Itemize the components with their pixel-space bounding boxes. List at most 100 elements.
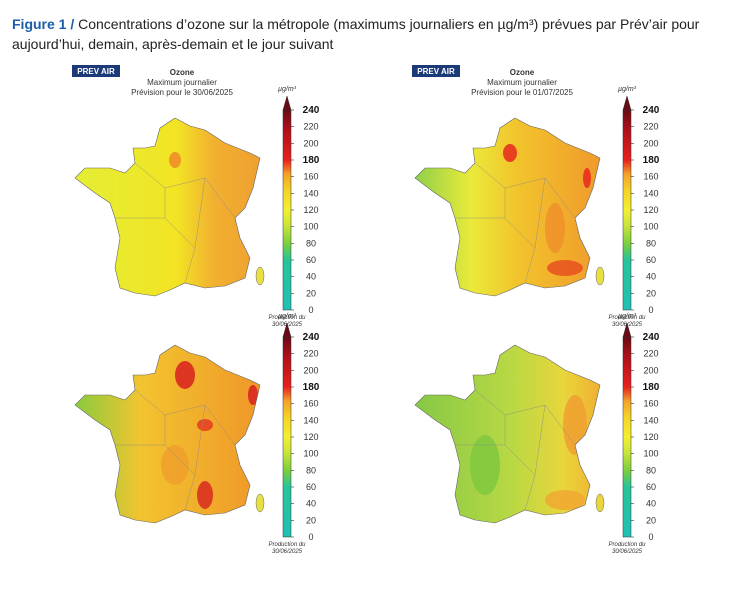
territory (415, 345, 600, 523)
colorbar-tick-label: 120 (303, 432, 318, 442)
hotspot (197, 481, 213, 509)
colorbar-tick-label: 180 (643, 155, 660, 166)
colorbar-tick-label: 40 (306, 272, 316, 282)
map-forecast: Prévision pour le 30/06/2025 (131, 88, 233, 97)
regions (455, 389, 576, 511)
regions (115, 389, 236, 511)
colorbar-tick-label: 200 (303, 138, 318, 148)
colorbar-tick-label: 160 (303, 172, 318, 182)
caption-label: Figure 1 / (12, 16, 75, 32)
hotspots (161, 361, 258, 509)
map-forecast: Prévision pour le 01/07/2025 (471, 88, 573, 97)
colorbar-tick-label: 160 (643, 399, 658, 409)
corsica (595, 493, 605, 513)
production-label: Production du (268, 315, 306, 321)
hotspot (545, 203, 565, 253)
regions (455, 162, 576, 284)
production-label: Production du (608, 315, 646, 321)
territory (75, 345, 260, 523)
colorbar-tick-label: 0 (648, 305, 653, 315)
map-subtitle: Maximum journalier (487, 78, 557, 87)
colorbar-tick-label: 140 (303, 415, 318, 425)
hotspot (470, 435, 500, 495)
colorbar-tick-label: 220 (303, 122, 318, 132)
colorbar-tick-label: 0 (308, 532, 313, 542)
production-date: 30/06/2025 (612, 549, 643, 555)
colorbar-tick-label: 140 (643, 188, 658, 198)
hotspot (583, 168, 591, 188)
colorbar-tick-label: 80 (646, 238, 656, 248)
colorbar-unit: µg/m³ (278, 86, 297, 93)
colorbar-tick-label: 180 (303, 155, 320, 166)
colorbar-tick-label: 0 (308, 305, 313, 315)
colorbar-tick-label: 120 (643, 432, 658, 442)
colorbar-tick-label: 40 (306, 499, 316, 509)
map-panel: µg/m³ 0 20 40 60 80 100 120 140 160 180 200 220 240 Pr… (74, 313, 320, 555)
map-title: Ozone (510, 68, 535, 77)
production-label: Production du (608, 542, 646, 548)
colorbar-tick-label: 60 (646, 255, 656, 265)
colorbar-tick-label: 220 (643, 349, 658, 359)
hotspot (197, 419, 213, 431)
colorbar-tick-label: 140 (643, 415, 658, 425)
colorbar (622, 336, 632, 538)
colorbar-tick-label: 140 (303, 188, 318, 198)
colorbar-tick-label: 100 (303, 449, 318, 459)
caption: Figure 1 / Concentrations d’ozone sur la… (12, 14, 722, 54)
colorbar-tick-label: 180 (643, 382, 660, 393)
colorbar (282, 109, 292, 311)
colorbar-tick-label: 220 (643, 122, 658, 132)
borders (74, 117, 261, 297)
colorbar-tick-label: 220 (303, 349, 318, 359)
corsica (255, 266, 265, 286)
colorbar-tick-label: 20 (306, 515, 316, 525)
colorbar-tick-label: 80 (306, 465, 316, 475)
colorbar-arrow (622, 322, 632, 338)
colorbar-tick-label: 240 (303, 332, 320, 343)
hotspot (503, 144, 517, 162)
map-title: Ozone (170, 68, 195, 77)
borders (414, 344, 601, 524)
colorbar-tick-label: 160 (643, 172, 658, 182)
colorbar-tick-label: 120 (303, 205, 318, 215)
france-map (414, 117, 605, 297)
borders (74, 344, 261, 524)
colorbar-tick-label: 240 (643, 332, 660, 343)
colorbar-tick-label: 40 (646, 499, 656, 509)
hotspot (545, 490, 585, 510)
regions (115, 162, 236, 284)
colorbar-tick-label: 240 (303, 105, 320, 116)
colorbar-arrow (282, 95, 292, 111)
colorbar-arrow (282, 322, 292, 338)
colorbar-tick-label: 180 (303, 382, 320, 393)
colorbar-tick-label: 20 (306, 288, 316, 298)
colorbar-tick-label: 60 (306, 482, 316, 492)
colorbar-tick-label: 40 (646, 272, 656, 282)
colorbar-tick-label: 200 (643, 138, 658, 148)
colorbar-tick-label: 120 (643, 205, 658, 215)
corsica (595, 266, 605, 286)
colorbar-tick-label: 200 (643, 365, 658, 375)
logo (72, 65, 120, 77)
colorbar-tick-label: 20 (646, 288, 656, 298)
hotspot (161, 445, 189, 485)
france-map (74, 344, 265, 524)
colorbar-tick-label: 60 (306, 255, 316, 265)
territory (75, 118, 260, 296)
colorbar-tick-label: 60 (646, 482, 656, 492)
colorbar-tick-label: 160 (303, 399, 318, 409)
colorbar-tick-label: 80 (646, 465, 656, 475)
hotspot (175, 361, 195, 389)
france-map (414, 344, 605, 524)
corsica (255, 493, 265, 513)
colorbar-unit: µg/m³ (618, 313, 637, 320)
colorbar-tick-label: 20 (646, 515, 656, 525)
borders (414, 117, 601, 297)
colorbar-tick-label: 200 (303, 365, 318, 375)
hotspot (547, 260, 583, 276)
hotspot (169, 152, 181, 168)
